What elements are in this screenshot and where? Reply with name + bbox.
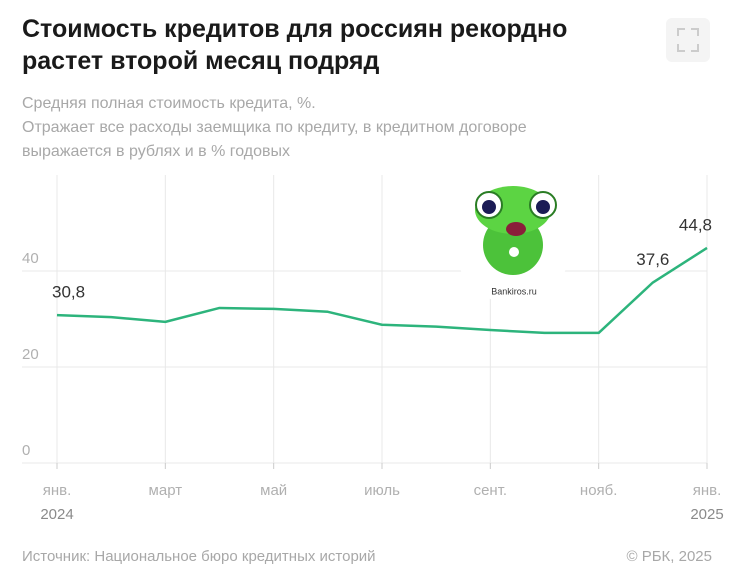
plot: 0 20 40 янв. 2024 март май июль сент. нояб. янв. 20… <box>22 175 724 523</box>
subtitle: Средняя полная стоимость кредита, %. <box>22 95 316 112</box>
chart-title: Стоимость кредитов для россиян рекордно р… <box>22 15 567 75</box>
x-tick-label: май <box>260 482 287 499</box>
data-label: 37,6 <box>636 250 669 269</box>
x-tick-label: нояб. <box>580 482 618 499</box>
x-tick-label: март <box>149 482 183 499</box>
subtitle: выражается в рублях и в % годовых <box>22 143 290 160</box>
expand-bg[interactable] <box>666 18 710 62</box>
x-tick-label: янв. 2025 <box>690 482 723 523</box>
x-tick-label: янв. 2024 <box>40 482 73 523</box>
copyright: © РБК, 2025 <box>626 548 712 565</box>
source: Источник: Национальное бюро кредитных ис… <box>22 548 376 565</box>
data-label: 44,8 <box>679 215 712 234</box>
y-tick-label: 0 <box>22 442 30 459</box>
frog-badge <box>509 247 519 257</box>
y-tick-label: 20 <box>22 346 39 363</box>
frog-pupil <box>536 200 550 214</box>
watermark: Bankiros.ru <box>491 286 537 296</box>
expand-icon[interactable] <box>677 28 699 52</box>
x-tick-label: сент. <box>474 482 508 499</box>
data-line <box>56 246 708 335</box>
subtitle: Отражает все расходы заемщика по кредиту… <box>22 119 527 136</box>
frog-mouth <box>506 222 526 236</box>
y-tick-label: 40 <box>22 250 39 267</box>
sticker: Bankiros.ru <box>451 160 575 304</box>
x-tick-label: июль <box>364 482 400 499</box>
frog-pupil <box>482 200 496 214</box>
data-label: 30,8 <box>52 283 85 302</box>
expand-button[interactable] <box>666 18 710 62</box>
